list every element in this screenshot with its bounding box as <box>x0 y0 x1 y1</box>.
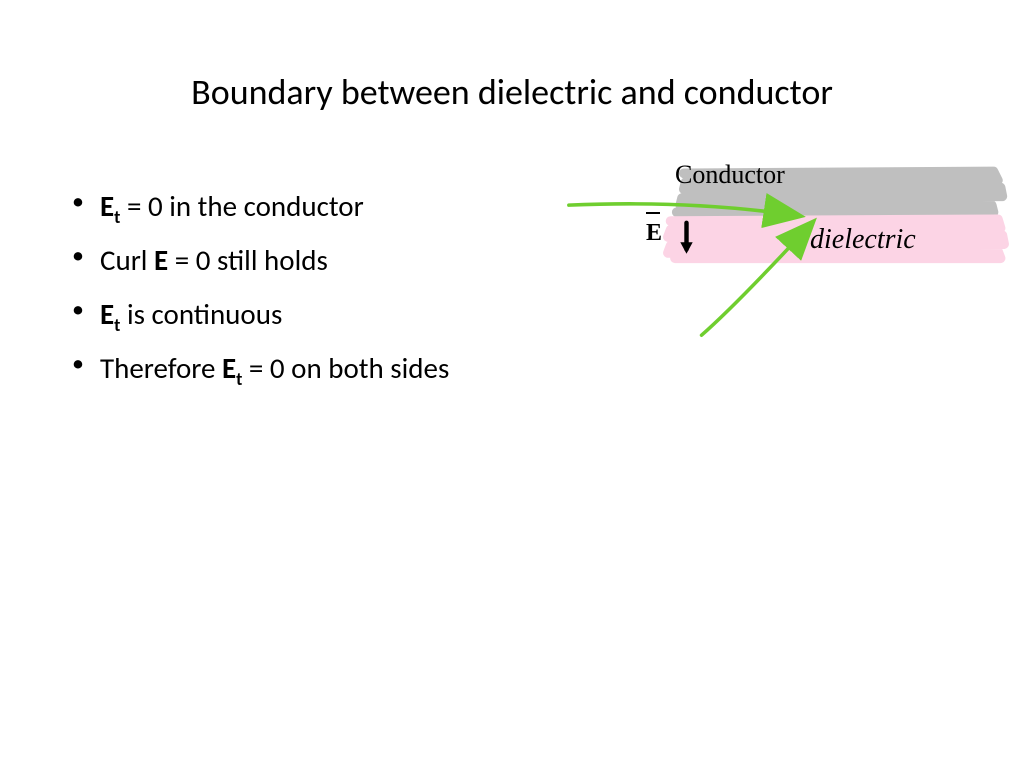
bullet-3: Et is continuous <box>72 288 449 342</box>
b1-var: E <box>100 188 114 224</box>
b4-pre: Therefore <box>100 350 222 386</box>
b3-text: is continuous <box>120 296 282 332</box>
b1-text: = 0 in the conductor <box>120 188 363 224</box>
b4-var: E <box>222 350 236 386</box>
bullet-4: Therefore Et = 0 on both sides <box>72 342 449 396</box>
conductor-label: Conductor <box>675 160 785 190</box>
boundary-diagram: Conductor dielectric E <box>560 150 1000 350</box>
b2-var: E <box>154 242 168 278</box>
b2-pre: Curl <box>100 242 154 278</box>
diagram-svg <box>560 150 1020 370</box>
bullet-list: Et = 0 in the conductor Curl E = 0 still… <box>72 180 449 396</box>
b2-text: = 0 still holds <box>168 242 328 278</box>
dielectric-label: dielectric <box>810 224 916 256</box>
bullet-2: Curl E = 0 still holds <box>72 234 449 288</box>
slide-title: Boundary between dielectric and conducto… <box>0 0 1024 114</box>
bullet-1: Et = 0 in the conductor <box>72 180 449 234</box>
e-label: E <box>646 220 662 247</box>
b4-text: = 0 on both sides <box>242 350 449 386</box>
b3-var: E <box>100 296 114 332</box>
